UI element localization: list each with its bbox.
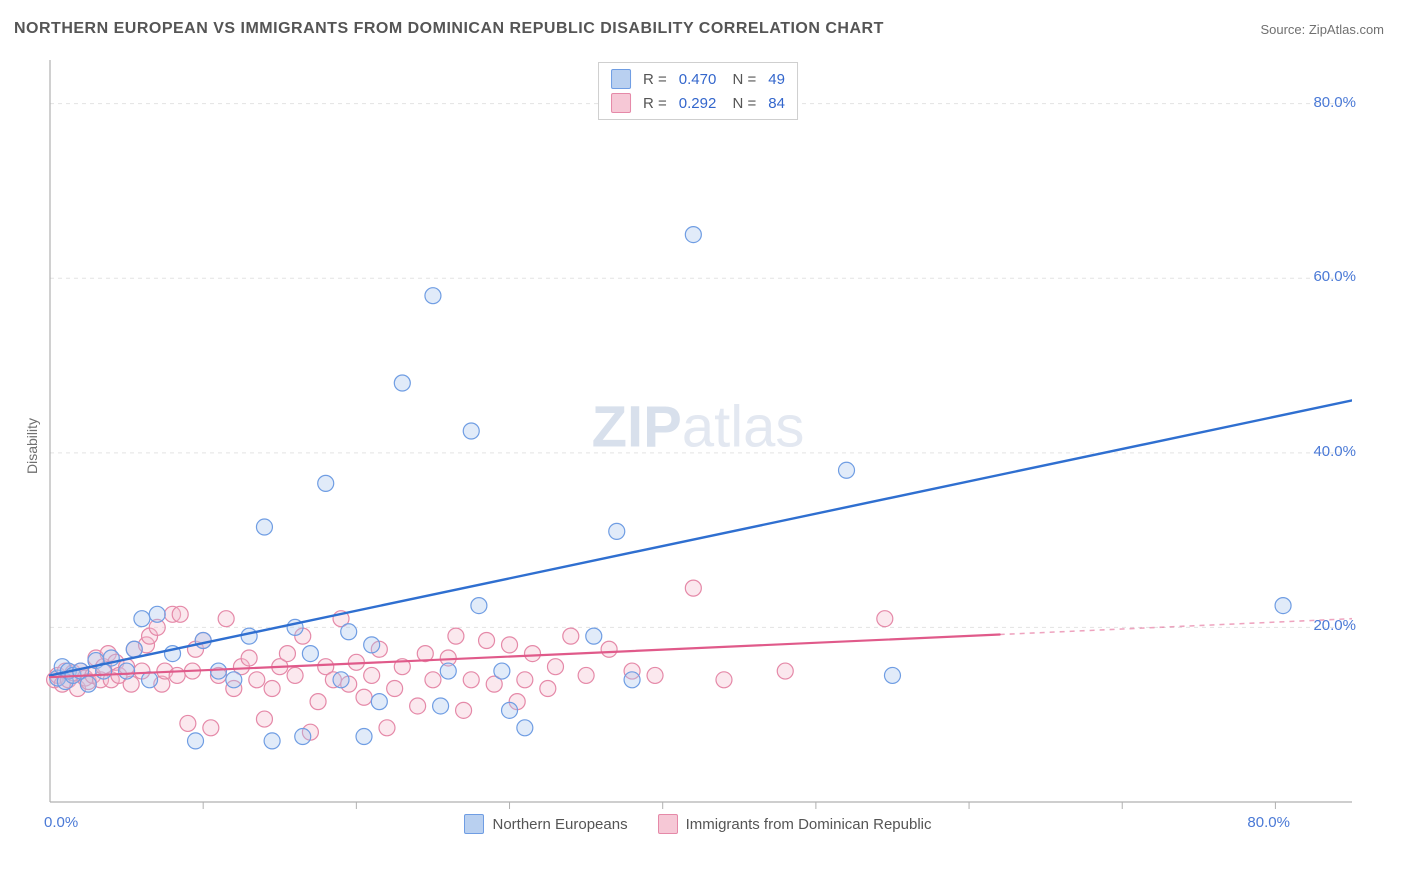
legend-item-series-2: Immigrants from Dominican Republic [658,814,932,834]
r-value-series-2: 0.292 [679,95,717,112]
chart-title: NORTHERN EUROPEAN VS IMMIGRANTS FROM DOM… [14,20,884,38]
x-tick-label: 0.0% [44,814,78,831]
legend-item-series-1: Northern Europeans [464,814,627,834]
y-tick-label: 20.0% [1296,617,1356,634]
swatch-series-1 [611,69,631,89]
n-value-series-2: 84 [768,95,785,112]
scatter-chart [44,54,1352,832]
swatch-series-1-icon [464,814,484,834]
x-tick-label: 80.0% [1247,814,1290,831]
stats-legend: R = 0.470 N = 49 R = 0.292 N = 84 [598,62,798,120]
legend-label-series-2: Immigrants from Dominican Republic [686,816,932,833]
series-legend: Northern Europeans Immigrants from Domin… [44,814,1352,834]
source-attribution: Source: ZipAtlas.com [1260,22,1384,37]
plot-area: ZIPatlas R = 0.470 N = 49 R = 0.292 N = … [44,54,1352,832]
stats-row-series-2: R = 0.292 N = 84 [611,91,785,115]
swatch-series-2-icon [658,814,678,834]
y-tick-label: 40.0% [1296,443,1356,460]
legend-label-series-1: Northern Europeans [492,816,627,833]
y-tick-label: 80.0% [1296,94,1356,111]
swatch-series-2 [611,93,631,113]
n-value-series-1: 49 [768,71,785,88]
stats-row-series-1: R = 0.470 N = 49 [611,67,785,91]
y-tick-label: 60.0% [1296,268,1356,285]
y-axis-label: Disability [24,418,40,474]
r-value-series-1: 0.470 [679,71,717,88]
